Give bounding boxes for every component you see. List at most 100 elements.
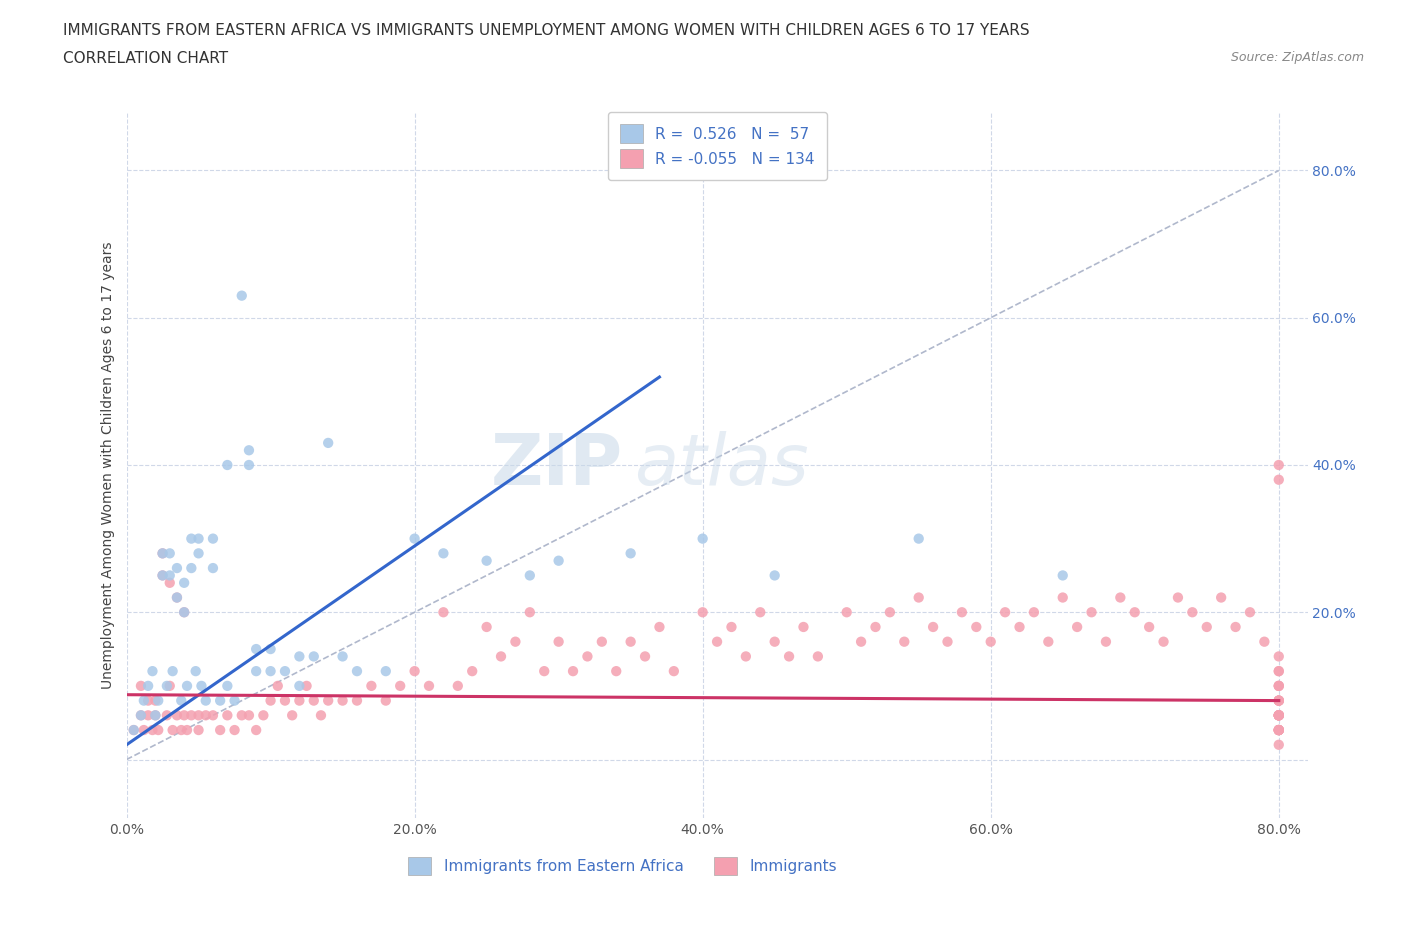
- Point: [231, 708, 253, 723]
- Point: [1268, 664, 1291, 679]
- Text: CORRELATION CHART: CORRELATION CHART: [63, 51, 228, 66]
- Point: [1268, 708, 1291, 723]
- Point: [224, 693, 246, 708]
- Point: [217, 708, 239, 723]
- Point: [461, 664, 484, 679]
- Point: [1268, 723, 1291, 737]
- Point: [1167, 591, 1189, 605]
- Point: [1052, 591, 1074, 605]
- Point: [648, 619, 671, 634]
- Point: [418, 679, 440, 694]
- Point: [634, 649, 657, 664]
- Point: [170, 693, 193, 708]
- Point: [389, 679, 412, 694]
- Point: [1268, 679, 1291, 694]
- Point: [950, 604, 973, 619]
- Point: [936, 634, 959, 649]
- Point: [267, 679, 290, 694]
- Text: Source: ZipAtlas.com: Source: ZipAtlas.com: [1230, 51, 1364, 64]
- Point: [1195, 619, 1218, 634]
- Point: [404, 664, 426, 679]
- Point: [129, 679, 152, 694]
- Point: [132, 693, 155, 708]
- Point: [156, 708, 179, 723]
- Point: [1211, 591, 1233, 605]
- Point: [620, 634, 643, 649]
- Point: [1225, 619, 1247, 634]
- Text: atlas: atlas: [634, 431, 808, 499]
- Point: [187, 546, 209, 561]
- Point: [1268, 693, 1291, 708]
- Point: [288, 649, 311, 664]
- Point: [1066, 619, 1088, 634]
- Point: [129, 708, 152, 723]
- Point: [184, 664, 207, 679]
- Point: [245, 664, 267, 679]
- Point: [122, 723, 145, 737]
- Point: [1268, 693, 1291, 708]
- Point: [217, 458, 239, 472]
- Point: [734, 649, 756, 664]
- Point: [1268, 723, 1291, 737]
- Point: [259, 693, 281, 708]
- Point: [1268, 723, 1291, 737]
- Point: [159, 546, 181, 561]
- Point: [238, 708, 260, 723]
- Point: [1268, 708, 1291, 723]
- Point: [1268, 664, 1291, 679]
- Point: [173, 576, 195, 591]
- Point: [166, 561, 188, 576]
- Point: [245, 642, 267, 657]
- Point: [907, 531, 929, 546]
- Point: [1109, 591, 1132, 605]
- Point: [605, 664, 627, 679]
- Point: [187, 531, 209, 546]
- Point: [259, 642, 281, 657]
- Text: IMMIGRANTS FROM EASTERN AFRICA VS IMMIGRANTS UNEMPLOYMENT AMONG WOMEN WITH CHILD: IMMIGRANTS FROM EASTERN AFRICA VS IMMIGR…: [63, 23, 1029, 38]
- Point: [295, 679, 318, 694]
- Point: [835, 604, 858, 619]
- Point: [1137, 619, 1160, 634]
- Point: [332, 693, 354, 708]
- Point: [190, 679, 212, 694]
- Point: [519, 568, 541, 583]
- Point: [141, 723, 163, 737]
- Point: [180, 531, 202, 546]
- Point: [547, 553, 569, 568]
- Point: [159, 679, 181, 694]
- Point: [141, 664, 163, 679]
- Point: [763, 568, 786, 583]
- Point: [309, 708, 332, 723]
- Point: [173, 604, 195, 619]
- Point: [156, 679, 179, 694]
- Point: [148, 723, 170, 737]
- Point: [893, 634, 915, 649]
- Point: [1268, 458, 1291, 472]
- Point: [231, 288, 253, 303]
- Point: [1022, 604, 1045, 619]
- Point: [302, 649, 325, 664]
- Point: [1268, 708, 1291, 723]
- Point: [332, 649, 354, 664]
- Point: [489, 649, 512, 664]
- Point: [238, 443, 260, 458]
- Point: [1268, 723, 1291, 737]
- Point: [143, 708, 166, 723]
- Point: [879, 604, 901, 619]
- Point: [1268, 679, 1291, 694]
- Point: [749, 604, 772, 619]
- Point: [316, 435, 339, 450]
- Point: [907, 591, 929, 605]
- Point: [404, 531, 426, 546]
- Point: [792, 619, 814, 634]
- Point: [763, 634, 786, 649]
- Point: [288, 679, 311, 694]
- Point: [129, 708, 152, 723]
- Point: [274, 664, 297, 679]
- Point: [173, 604, 195, 619]
- Point: [316, 693, 339, 708]
- Point: [224, 723, 246, 737]
- Point: [1239, 604, 1261, 619]
- Point: [1052, 568, 1074, 583]
- Point: [252, 708, 274, 723]
